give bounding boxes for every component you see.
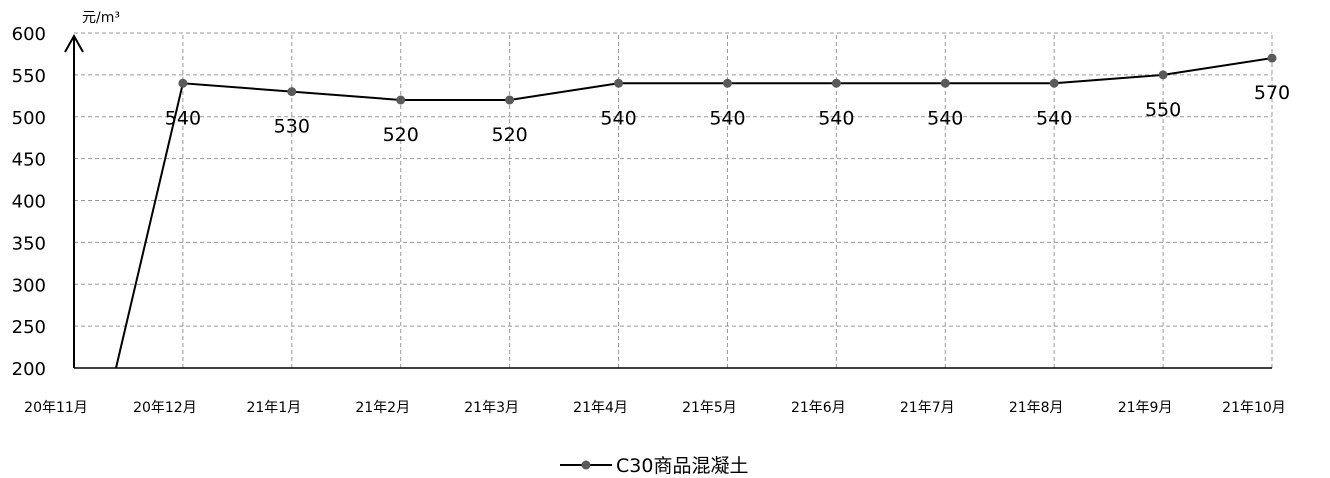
y-axis-unit-label: 元/m³ xyxy=(82,10,120,26)
data-label: 540 xyxy=(927,107,963,129)
data-label: 540 xyxy=(709,107,745,129)
x-tick-label: 21年2月 xyxy=(355,400,410,416)
data-point xyxy=(178,78,188,88)
y-axis-arrow-icon xyxy=(64,33,84,53)
x-tick-label: 21年8月 xyxy=(1009,400,1064,416)
y-tick-label: 250 xyxy=(12,317,46,338)
series-line xyxy=(115,57,1273,369)
data-point xyxy=(1158,70,1168,80)
data-point xyxy=(396,95,406,105)
data-point xyxy=(287,87,297,97)
x-tick-label: 21年5月 xyxy=(682,400,737,416)
y-tick-label: 300 xyxy=(12,275,46,296)
data-label: 540 xyxy=(1036,107,1072,129)
x-tick-label: 21年10月 xyxy=(1222,400,1286,416)
x-tick-label: 20年11月 xyxy=(24,400,88,416)
data-point xyxy=(831,78,841,88)
data-label: 540 xyxy=(165,107,201,129)
x-tick-label: 21年4月 xyxy=(573,400,628,416)
x-tick-label: 20年12月 xyxy=(133,400,197,416)
data-point xyxy=(505,95,515,105)
data-label: 520 xyxy=(492,124,528,146)
y-tick-label: 450 xyxy=(12,150,46,171)
data-label: 520 xyxy=(383,124,419,146)
x-tick-label: 21年6月 xyxy=(791,400,846,416)
legend-marker-icon xyxy=(581,460,591,470)
y-tick-labels: 200 250 300 350 400 450 500 550 600 xyxy=(12,24,46,380)
x-tick-label: 21年7月 xyxy=(900,400,955,416)
y-tick-label: 350 xyxy=(12,233,46,254)
series: 540 530 520 520 540 540 540 540 540 550 570 xyxy=(115,53,1290,369)
y-tick-label: 600 xyxy=(12,24,46,45)
grid xyxy=(74,32,1273,369)
data-point xyxy=(1267,53,1277,63)
data-point xyxy=(1049,78,1059,88)
axes: 元/m³ xyxy=(64,10,120,368)
x-tick-labels: 20年11月 20年12月 21年1月 21年2月 21年3月 21年4月 21年5月 21年… xyxy=(24,400,1286,416)
x-tick-label: 21年3月 xyxy=(464,400,519,416)
data-label: 540 xyxy=(818,107,854,129)
x-tick-label: 21年9月 xyxy=(1118,400,1173,416)
x-tick-label: 21年1月 xyxy=(246,400,301,416)
data-label: 540 xyxy=(600,107,636,129)
data-point xyxy=(722,78,732,88)
y-tick-label: 400 xyxy=(12,192,46,213)
legend: C30商品混凝土 xyxy=(560,455,748,477)
data-point xyxy=(614,78,624,88)
data-label: 550 xyxy=(1145,99,1181,121)
data-label: 530 xyxy=(274,116,310,138)
data-label: 570 xyxy=(1254,82,1290,104)
y-tick-label: 200 xyxy=(12,359,46,380)
y-tick-label: 550 xyxy=(12,66,46,87)
legend-series-name: C30商品混凝土 xyxy=(616,455,748,477)
data-point xyxy=(940,78,950,88)
y-tick-label: 500 xyxy=(12,108,46,129)
